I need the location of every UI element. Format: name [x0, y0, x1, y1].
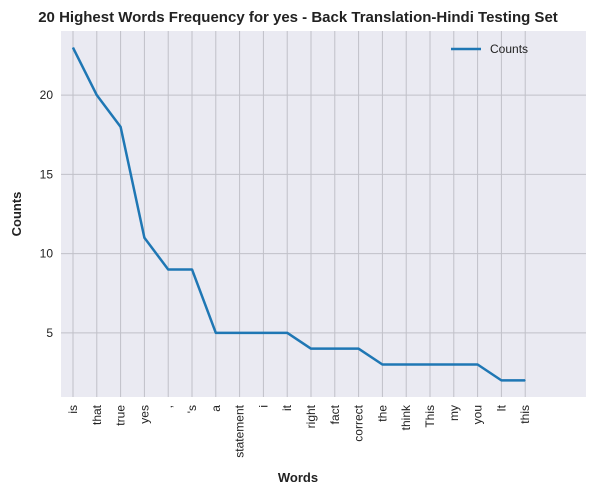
- data-point: [168, 269, 169, 270]
- x-tick-label: the: [375, 405, 389, 422]
- x-axis-label: Words: [278, 470, 318, 485]
- data-point: [311, 348, 312, 349]
- data-point: [215, 332, 216, 333]
- y-tick-label: 15: [40, 167, 54, 181]
- data-point: [406, 364, 407, 365]
- data-point: [96, 95, 97, 96]
- y-axis-label: Counts: [9, 192, 24, 237]
- data-point: [525, 380, 526, 381]
- data-point: [192, 269, 193, 270]
- x-tick-label: it: [280, 404, 294, 411]
- y-tick-label: 5: [46, 326, 53, 340]
- data-point: [287, 332, 288, 333]
- x-axis-ticks: is that true yes, 's a statement i it right fact co…: [66, 404, 532, 458]
- data-point: [382, 364, 383, 365]
- x-tick-label: my: [447, 405, 461, 421]
- x-tick-label: ,: [161, 405, 175, 408]
- data-point: [144, 237, 145, 238]
- chart-title: 20 Highest Words Frequency for yes - Bac…: [38, 9, 558, 26]
- data-point: [430, 364, 431, 365]
- y-axis-ticks: 5 10 15 20: [40, 88, 54, 340]
- x-tick-label: right: [304, 404, 318, 428]
- x-tick-label: you: [471, 405, 485, 424]
- x-tick-label: think: [399, 404, 413, 430]
- x-tick-label: statement: [233, 404, 247, 457]
- y-tick-label: 10: [40, 247, 54, 261]
- x-tick-label: this: [518, 405, 532, 424]
- x-tick-label: fact: [328, 404, 342, 424]
- x-tick-label: 's: [185, 405, 199, 413]
- data-point: [239, 332, 240, 333]
- data-point: [73, 47, 74, 48]
- x-tick-label: a: [209, 405, 223, 412]
- x-tick-label: is: [66, 405, 80, 414]
- data-point: [334, 348, 335, 349]
- x-tick-label: This: [423, 405, 437, 428]
- data-point: [120, 126, 121, 127]
- data-point: [453, 364, 454, 365]
- x-tick-label: It: [494, 404, 508, 411]
- x-tick-label: true: [114, 405, 128, 426]
- y-tick-label: 20: [40, 88, 54, 102]
- data-point: [358, 348, 359, 349]
- legend-label-counts: Counts: [490, 42, 528, 56]
- x-tick-label: correct: [352, 404, 366, 441]
- data-point: [263, 332, 264, 333]
- x-tick-label: i: [256, 405, 270, 408]
- x-tick-label: yes: [137, 405, 151, 424]
- x-tick-label: that: [90, 404, 104, 425]
- data-point: [477, 364, 478, 365]
- data-point: [501, 380, 502, 381]
